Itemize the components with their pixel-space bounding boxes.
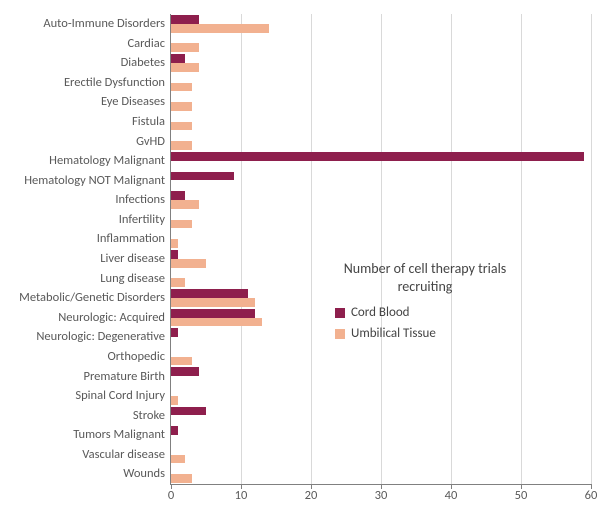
bar-umbilical-tissue — [171, 141, 192, 150]
bar-cord-blood — [171, 172, 234, 181]
category-row: Fistula — [171, 112, 591, 132]
category-label: Infertility — [119, 210, 171, 230]
category-row: Premature Birth — [171, 367, 591, 387]
bar-umbilical-tissue — [171, 83, 192, 92]
gridline — [591, 14, 592, 484]
category-row: Hematology Malignant — [171, 151, 591, 171]
category-label: Eye Diseases — [101, 92, 171, 112]
category-label: GvHD — [136, 132, 171, 152]
bar-umbilical-tissue — [171, 24, 269, 33]
bar-umbilical-tissue — [171, 396, 178, 405]
x-tick-label: 40 — [445, 484, 458, 503]
category-row: Diabetes — [171, 53, 591, 73]
category-row: Orthopedic — [171, 347, 591, 367]
category-label: Diabetes — [121, 53, 171, 73]
bar-cord-blood — [171, 309, 255, 318]
bar-cord-blood — [171, 15, 199, 24]
category-row: Cardiac — [171, 34, 591, 54]
category-label: Cardiac — [127, 34, 171, 54]
category-label: Auto-Immune Disorders — [43, 14, 171, 34]
category-label: Wounds — [123, 464, 171, 484]
category-row: Vascular disease — [171, 445, 591, 465]
category-row: Stroke — [171, 406, 591, 426]
category-row: Infections — [171, 190, 591, 210]
category-row: Eye Diseases — [171, 92, 591, 112]
category-label: Premature Birth — [83, 367, 171, 387]
bar-umbilical-tissue — [171, 357, 192, 366]
bar-cord-blood — [171, 250, 178, 259]
category-row: Auto-Immune Disorders — [171, 14, 591, 34]
bar-cord-blood — [171, 54, 185, 63]
category-label: Infections — [115, 190, 171, 210]
category-label: Hematology NOT Malignant — [24, 171, 171, 191]
x-tick-label: 10 — [235, 484, 248, 503]
category-label: Fistula — [132, 112, 171, 132]
bar-cord-blood — [171, 407, 206, 416]
category-label: Neurologic: Acquired — [58, 308, 171, 328]
bar-umbilical-tissue — [171, 43, 199, 52]
bar-cord-blood — [171, 289, 248, 298]
chart-container: 0 10 20 30 40 50 60 Auto-Immune DisordersCardia… — [0, 0, 600, 520]
legend-title: Number of cell therapy trials recruiting — [335, 260, 515, 295]
category-label: Metabolic/Genetic Disorders — [19, 288, 171, 308]
bar-umbilical-tissue — [171, 220, 192, 229]
bar-cord-blood — [171, 367, 199, 376]
bar-umbilical-tissue — [171, 298, 255, 307]
category-row: GvHD — [171, 132, 591, 152]
legend-items: Cord Blood Umbilical Tissue — [335, 305, 515, 341]
category-label: Neurologic: Degenerative — [36, 327, 171, 347]
bar-umbilical-tissue — [171, 259, 206, 268]
legend: Number of cell therapy trials recruiting… — [335, 260, 515, 347]
legend-label: Umbilical Tissue — [351, 326, 436, 341]
plot-area: 0102030405060Auto-Immune DisordersCardia… — [170, 14, 591, 485]
category-row: Hematology NOT Malignant — [171, 171, 591, 191]
category-row: Inflammation — [171, 229, 591, 249]
bar-umbilical-tissue — [171, 318, 262, 327]
bar-umbilical-tissue — [171, 474, 192, 483]
bar-umbilical-tissue — [171, 102, 192, 111]
bar-umbilical-tissue — [171, 200, 199, 209]
category-label: Orthopedic — [108, 347, 172, 367]
category-label: Vascular disease — [82, 445, 171, 465]
category-row: Infertility — [171, 210, 591, 230]
bar-cord-blood — [171, 426, 178, 435]
legend-swatch — [335, 329, 345, 339]
category-label: Inflammation — [97, 229, 171, 249]
bar-cord-blood — [171, 191, 185, 200]
bar-umbilical-tissue — [171, 63, 199, 72]
category-label: Liver disease — [100, 249, 171, 269]
bar-umbilical-tissue — [171, 278, 185, 287]
category-row: Spinal Cord Injury — [171, 386, 591, 406]
category-row: Erectile Dysfunction — [171, 73, 591, 93]
x-tick-label: 0 — [168, 484, 174, 503]
bar-umbilical-tissue — [171, 122, 192, 131]
category-label: Lung disease — [100, 269, 171, 289]
category-label: Tumors Malignant — [73, 425, 171, 445]
category-label: Hematology Malignant — [49, 151, 171, 171]
bar-cord-blood — [171, 328, 178, 337]
bar-umbilical-tissue — [171, 455, 185, 464]
bar-umbilical-tissue — [171, 239, 178, 248]
legend-swatch — [335, 308, 345, 318]
x-tick-label: 20 — [305, 484, 318, 503]
bar-cord-blood — [171, 152, 584, 161]
category-label: Stroke — [133, 406, 171, 426]
x-tick-label: 30 — [375, 484, 388, 503]
category-label: Erectile Dysfunction — [64, 73, 171, 93]
x-tick-label: 50 — [515, 484, 528, 503]
x-tick-label: 60 — [585, 484, 598, 503]
category-row: Wounds — [171, 464, 591, 484]
category-row: Tumors Malignant — [171, 425, 591, 445]
legend-label: Cord Blood — [351, 305, 410, 320]
legend-item: Cord Blood — [335, 305, 515, 320]
category-label: Spinal Cord Injury — [75, 386, 171, 406]
legend-item: Umbilical Tissue — [335, 326, 515, 341]
